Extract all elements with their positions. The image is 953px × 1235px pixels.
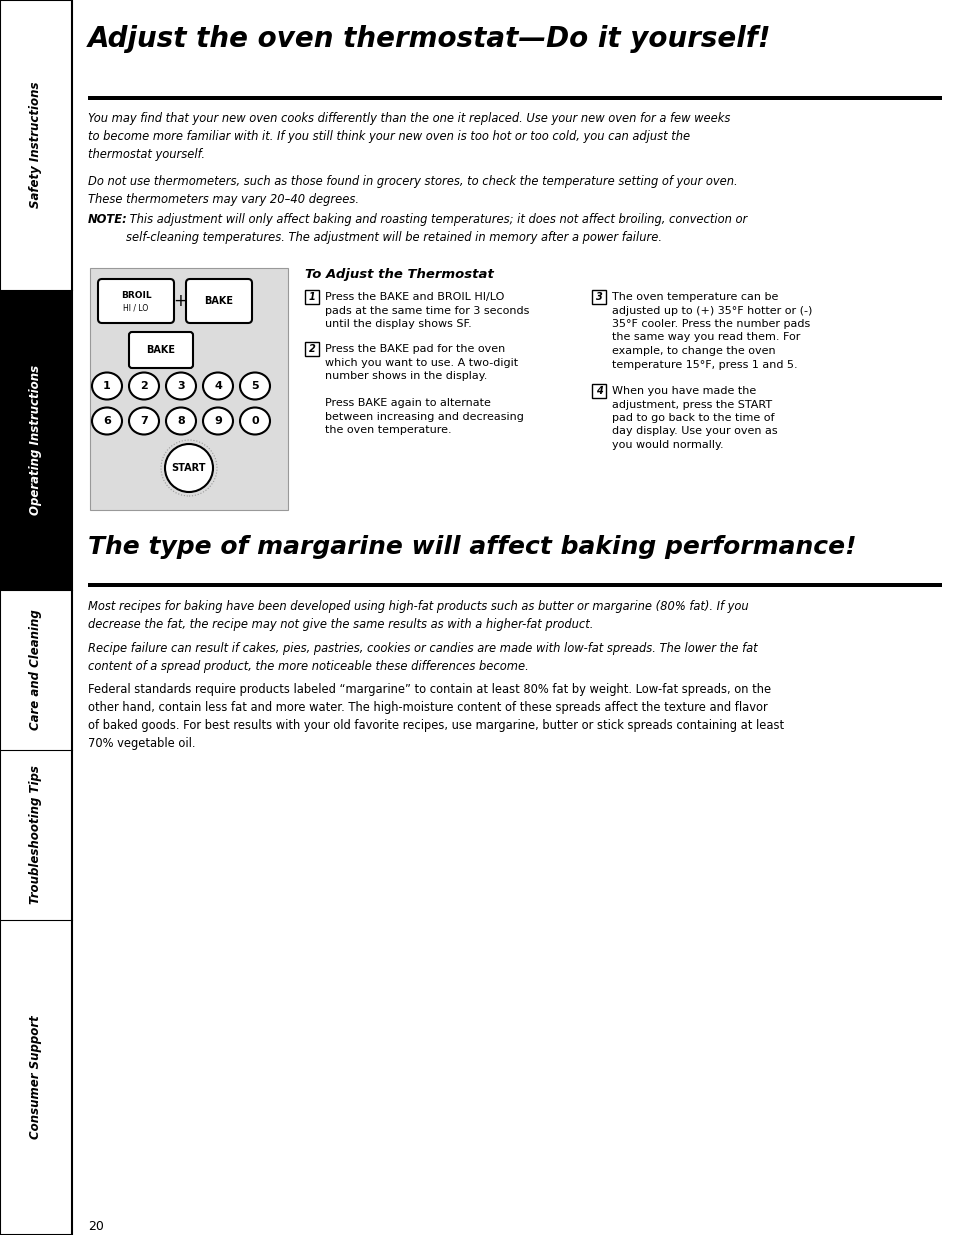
Text: 1: 1 xyxy=(103,382,111,391)
Text: 4: 4 xyxy=(213,382,222,391)
Text: the oven temperature.: the oven temperature. xyxy=(325,425,451,435)
Text: temperature 15°F, press 1 and 5.: temperature 15°F, press 1 and 5. xyxy=(612,359,797,369)
Text: 8: 8 xyxy=(177,416,185,426)
Text: 2: 2 xyxy=(140,382,148,391)
Text: 20: 20 xyxy=(88,1220,104,1233)
Bar xyxy=(0,920,71,1235)
Bar xyxy=(90,268,288,510)
Text: Safety Instructions: Safety Instructions xyxy=(30,82,43,209)
Text: START: START xyxy=(172,463,206,473)
Ellipse shape xyxy=(91,373,122,399)
Text: You may find that your new oven cooks differently than the one it replaced. Use : You may find that your new oven cooks di… xyxy=(88,112,730,161)
Text: NOTE:: NOTE: xyxy=(88,212,128,226)
Text: 5: 5 xyxy=(251,382,258,391)
Bar xyxy=(0,290,71,590)
Text: number shows in the display.: number shows in the display. xyxy=(325,370,487,382)
Text: pads at the same time for 3 seconds: pads at the same time for 3 seconds xyxy=(325,305,529,315)
Text: Most recipes for baking have been developed using high-fat products such as butt: Most recipes for baking have been develo… xyxy=(88,600,748,631)
Text: When you have made the: When you have made the xyxy=(612,387,756,396)
Text: Troubleshooting Tips: Troubleshooting Tips xyxy=(30,766,43,904)
Bar xyxy=(592,290,605,304)
Bar xyxy=(0,590,71,750)
Text: pad to go back to the time of: pad to go back to the time of xyxy=(612,412,774,424)
Ellipse shape xyxy=(129,408,159,435)
Text: 3: 3 xyxy=(595,291,601,303)
Text: Federal standards require products labeled “margarine” to contain at least 80% f: Federal standards require products label… xyxy=(88,683,783,750)
Text: example, to change the oven: example, to change the oven xyxy=(612,346,775,356)
Text: 3: 3 xyxy=(177,382,185,391)
Ellipse shape xyxy=(203,408,233,435)
Bar xyxy=(0,750,71,920)
Text: 4: 4 xyxy=(595,387,601,396)
Bar xyxy=(88,96,941,100)
Text: which you want to use. A two-digit: which you want to use. A two-digit xyxy=(325,357,517,368)
Text: 2: 2 xyxy=(309,345,315,354)
Text: Press BAKE again to alternate: Press BAKE again to alternate xyxy=(325,398,491,408)
Text: 6: 6 xyxy=(103,416,111,426)
Text: 35°F cooler. Press the number pads: 35°F cooler. Press the number pads xyxy=(612,319,809,329)
Text: the same way you read them. For: the same way you read them. For xyxy=(612,332,800,342)
Text: adjusted up to (+) 35°F hotter or (-): adjusted up to (+) 35°F hotter or (-) xyxy=(612,305,812,315)
Bar xyxy=(0,0,71,1235)
Text: 0: 0 xyxy=(251,416,258,426)
Text: 1: 1 xyxy=(309,291,315,303)
Bar xyxy=(88,583,941,587)
Bar xyxy=(305,342,318,356)
Text: HI / LO: HI / LO xyxy=(123,304,149,312)
Text: Press the BAKE pad for the oven: Press the BAKE pad for the oven xyxy=(325,345,505,354)
Text: This adjustment will only affect baking and roasting temperatures; it does not a: This adjustment will only affect baking … xyxy=(126,212,746,245)
Text: Consumer Support: Consumer Support xyxy=(30,1015,43,1140)
Bar xyxy=(0,0,71,290)
Text: BAKE: BAKE xyxy=(147,345,175,354)
FancyBboxPatch shape xyxy=(129,332,193,368)
Text: +: + xyxy=(172,291,187,310)
Text: Operating Instructions: Operating Instructions xyxy=(30,364,43,515)
Text: adjustment, press the START: adjustment, press the START xyxy=(612,399,771,410)
Text: Press the BAKE and BROIL HI/LO: Press the BAKE and BROIL HI/LO xyxy=(325,291,504,303)
FancyBboxPatch shape xyxy=(186,279,252,324)
Ellipse shape xyxy=(166,408,195,435)
Text: BROIL: BROIL xyxy=(121,291,152,300)
Ellipse shape xyxy=(240,373,270,399)
Text: The oven temperature can be: The oven temperature can be xyxy=(612,291,778,303)
Circle shape xyxy=(165,445,213,492)
Ellipse shape xyxy=(203,373,233,399)
Bar xyxy=(305,290,318,304)
Ellipse shape xyxy=(240,408,270,435)
Text: 9: 9 xyxy=(213,416,222,426)
Text: The type of margarine will affect baking performance!: The type of margarine will affect baking… xyxy=(88,535,856,559)
Text: Adjust the oven thermostat—Do it yourself!: Adjust the oven thermostat—Do it yoursel… xyxy=(88,25,771,53)
Bar xyxy=(592,384,605,398)
Text: Care and Cleaning: Care and Cleaning xyxy=(30,610,43,730)
Ellipse shape xyxy=(129,373,159,399)
Text: Recipe failure can result if cakes, pies, pastries, cookies or candies are made : Recipe failure can result if cakes, pies… xyxy=(88,642,757,673)
Text: day display. Use your oven as: day display. Use your oven as xyxy=(612,426,777,436)
FancyBboxPatch shape xyxy=(98,279,173,324)
Text: you would normally.: you would normally. xyxy=(612,440,723,450)
Text: BAKE: BAKE xyxy=(204,296,233,306)
Ellipse shape xyxy=(91,408,122,435)
Text: until the display shows SF.: until the display shows SF. xyxy=(325,319,471,329)
Text: Do not use thermometers, such as those found in grocery stores, to check the tem: Do not use thermometers, such as those f… xyxy=(88,175,737,206)
Text: between increasing and decreasing: between increasing and decreasing xyxy=(325,411,523,421)
Text: To Adjust the Thermostat: To Adjust the Thermostat xyxy=(305,268,494,282)
Ellipse shape xyxy=(166,373,195,399)
Text: 7: 7 xyxy=(140,416,148,426)
